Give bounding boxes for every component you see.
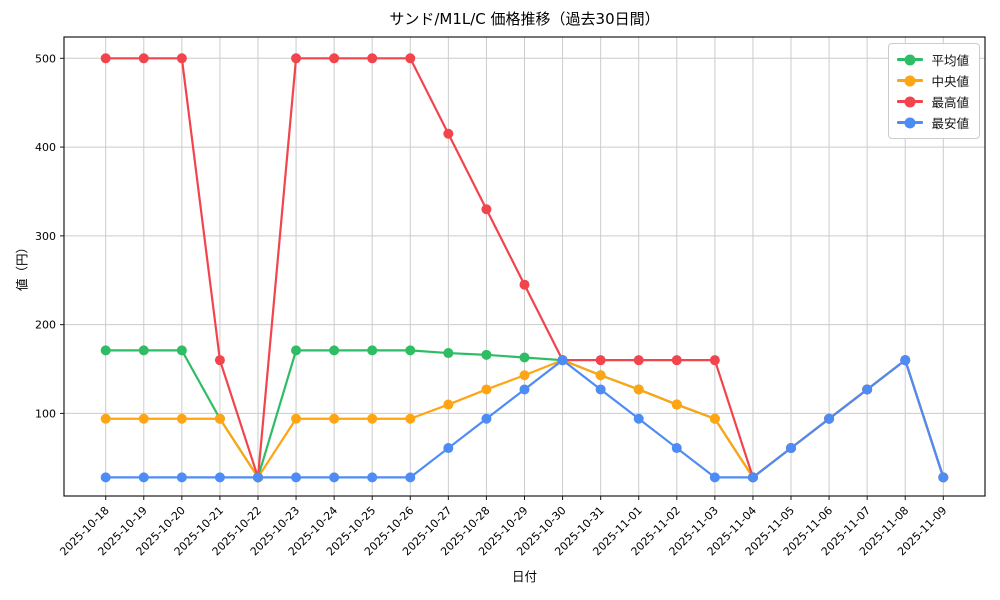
series-marker-2 (329, 53, 340, 64)
series-marker-3 (595, 384, 606, 395)
series-marker-3 (862, 384, 873, 395)
series-marker-1 (100, 413, 111, 424)
min-dot-icon (904, 117, 916, 128)
max-line-swatch (897, 96, 924, 107)
series-marker-3 (405, 472, 416, 483)
series-marker-1 (671, 399, 682, 410)
legend-item-average: 平均値 (897, 49, 969, 70)
y-tick-label: 200 (35, 319, 56, 332)
series-marker-1 (138, 413, 149, 424)
min-line-swatch (897, 117, 924, 128)
series-marker-3 (291, 472, 302, 483)
series-marker-3 (786, 443, 797, 454)
series-marker-2 (405, 53, 416, 64)
series-marker-2 (100, 53, 111, 64)
series-marker-2 (367, 53, 378, 64)
legend-label-median: 中央値 (931, 74, 969, 89)
series-marker-3 (938, 472, 949, 483)
series-marker-1 (633, 384, 644, 395)
series-marker-0 (519, 352, 530, 363)
chart-title: サンド/M1L/C 価格推移（過去30日間） (389, 10, 660, 28)
series-marker-1 (367, 413, 378, 424)
series-marker-0 (367, 345, 378, 356)
series-marker-3 (633, 413, 644, 424)
series-marker-3 (329, 472, 340, 483)
series-marker-3 (214, 472, 225, 483)
series-marker-3 (252, 472, 263, 483)
series-marker-1 (329, 413, 340, 424)
series-marker-0 (138, 345, 149, 356)
median-dot-icon (904, 75, 916, 86)
legend-item-max: 最高値 (897, 91, 969, 112)
series-marker-2 (671, 355, 682, 366)
series-marker-2 (138, 53, 149, 64)
series-marker-1 (291, 413, 302, 424)
series-marker-1 (176, 413, 187, 424)
series-marker-3 (443, 443, 454, 454)
series-marker-3 (519, 384, 530, 395)
series-marker-3 (176, 472, 187, 483)
series-marker-2 (214, 355, 225, 366)
series-marker-3 (557, 355, 568, 366)
legend-item-min: 最安値 (897, 112, 969, 133)
series-marker-0 (291, 345, 302, 356)
average-line-swatch (897, 54, 924, 65)
series-marker-1 (481, 384, 492, 395)
series-marker-0 (100, 345, 111, 356)
series-marker-2 (176, 53, 187, 64)
y-tick-label: 400 (35, 141, 56, 154)
legend-label-average: 平均値 (931, 53, 969, 68)
series-marker-3 (824, 413, 835, 424)
series-marker-3 (709, 472, 720, 483)
series-marker-0 (176, 345, 187, 356)
series-marker-3 (747, 472, 758, 483)
legend-item-median: 中央値 (897, 70, 969, 91)
series-marker-1 (443, 399, 454, 410)
series-marker-3 (367, 472, 378, 483)
series-marker-0 (405, 345, 416, 356)
legend: 平均値 中央値 最高値 最安値 (888, 43, 980, 139)
series-marker-1 (709, 413, 720, 424)
series-marker-2 (595, 355, 606, 366)
y-tick-label: 500 (35, 52, 56, 65)
series-marker-0 (443, 348, 454, 359)
series-marker-0 (329, 345, 340, 356)
series-marker-1 (214, 413, 225, 424)
x-axis-label: 日付 (511, 569, 537, 584)
series-marker-3 (138, 472, 149, 483)
series-marker-2 (291, 53, 302, 64)
series-marker-2 (519, 279, 530, 290)
series-marker-0 (481, 349, 492, 360)
series-marker-3 (900, 355, 911, 366)
series-marker-2 (443, 128, 454, 139)
series-marker-2 (709, 355, 720, 366)
legend-label-min: 最安値 (931, 116, 969, 131)
y-tick-label: 300 (35, 230, 56, 243)
series-marker-3 (671, 443, 682, 454)
median-line-swatch (897, 75, 924, 86)
series-marker-2 (633, 355, 644, 366)
series-marker-1 (595, 370, 606, 381)
y-tick-label: 100 (35, 407, 56, 420)
average-dot-icon (904, 54, 916, 65)
series-marker-1 (519, 370, 530, 381)
series-marker-3 (481, 413, 492, 424)
series-marker-1 (405, 413, 416, 424)
max-dot-icon (904, 96, 916, 107)
series-marker-3 (100, 472, 111, 483)
legend-label-max: 最高値 (931, 95, 969, 110)
series-marker-2 (481, 204, 492, 215)
